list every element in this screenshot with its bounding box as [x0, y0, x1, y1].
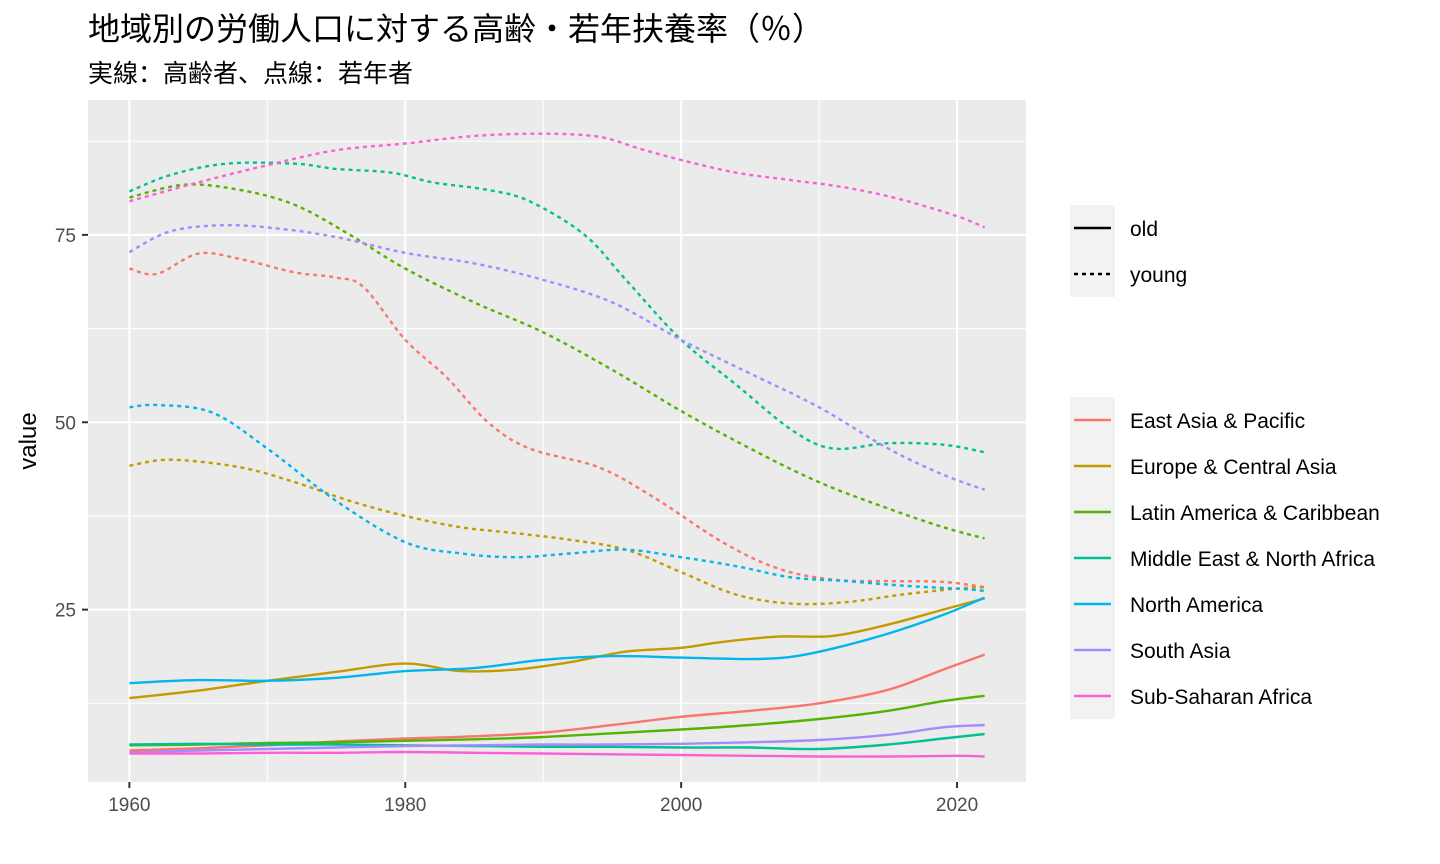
x-tick-label: 2000 [660, 795, 702, 816]
axis-layer: 1960 1980 2000 2020 25 50 75 [55, 226, 978, 816]
series-line-middle-east-north-africa-old [129, 732, 985, 751]
x-tick-label: 1960 [108, 795, 150, 816]
series-line-south-asia-old [129, 723, 985, 754]
legend-linetype-background [1070, 205, 1115, 297]
legend-label-old: old [1130, 218, 1158, 241]
grid-minor [88, 100, 1026, 782]
y-axis-label: value [15, 412, 42, 469]
series-line-latin-america-caribbean-old [129, 694, 985, 747]
series-line-latin-america-caribbean-young [129, 183, 985, 540]
legend-label-latin-america-caribbean: Latin America & Caribbean [1130, 502, 1380, 525]
y-tick-label: 50 [55, 413, 76, 434]
series-line-sub-saharan-africa-old [129, 750, 985, 758]
series-line-europe-central-asia-young [129, 458, 985, 606]
y-tick-label: 75 [55, 226, 76, 247]
grid-major [88, 100, 1026, 782]
legend-label-south-asia: South Asia [1130, 640, 1231, 663]
legend-label-europe-central-asia: Europe & Central Asia [1130, 456, 1337, 479]
plot-panel [88, 100, 1026, 782]
series-line-sub-saharan-africa-young [129, 132, 986, 229]
series-line-north-america-young [129, 403, 985, 593]
legend-label-young: young [1130, 264, 1187, 287]
series-line-middle-east-north-africa-young [128, 161, 985, 454]
series-line-south-asia-young [128, 223, 986, 491]
legend-linetype: old young [1070, 205, 1187, 297]
chart-subtitle: 実線：高齢者、点線：若年者 [88, 59, 414, 88]
chart-title: 地域別の労働人口に対する高齢・若年扶養率（％） [88, 10, 825, 48]
legend-label-middle-east-north-africa: Middle East & North Africa [1130, 548, 1375, 571]
legend-label-east-asia-pacific: East Asia & Pacific [1130, 410, 1305, 433]
series-layer [128, 132, 986, 758]
y-tick-label: 25 [55, 601, 76, 622]
legend-label-north-america: North America [1130, 594, 1263, 617]
series-line-europe-central-asia-old [129, 597, 985, 700]
legend-color: East Asia & Pacific Europe & Central Asia… [1070, 397, 1380, 719]
legend-label-sub-saharan-africa: Sub-Saharan Africa [1130, 686, 1312, 709]
x-tick-label: 2020 [936, 795, 978, 816]
x-tick-label: 1980 [384, 795, 426, 816]
series-line-north-america-old [129, 596, 986, 685]
